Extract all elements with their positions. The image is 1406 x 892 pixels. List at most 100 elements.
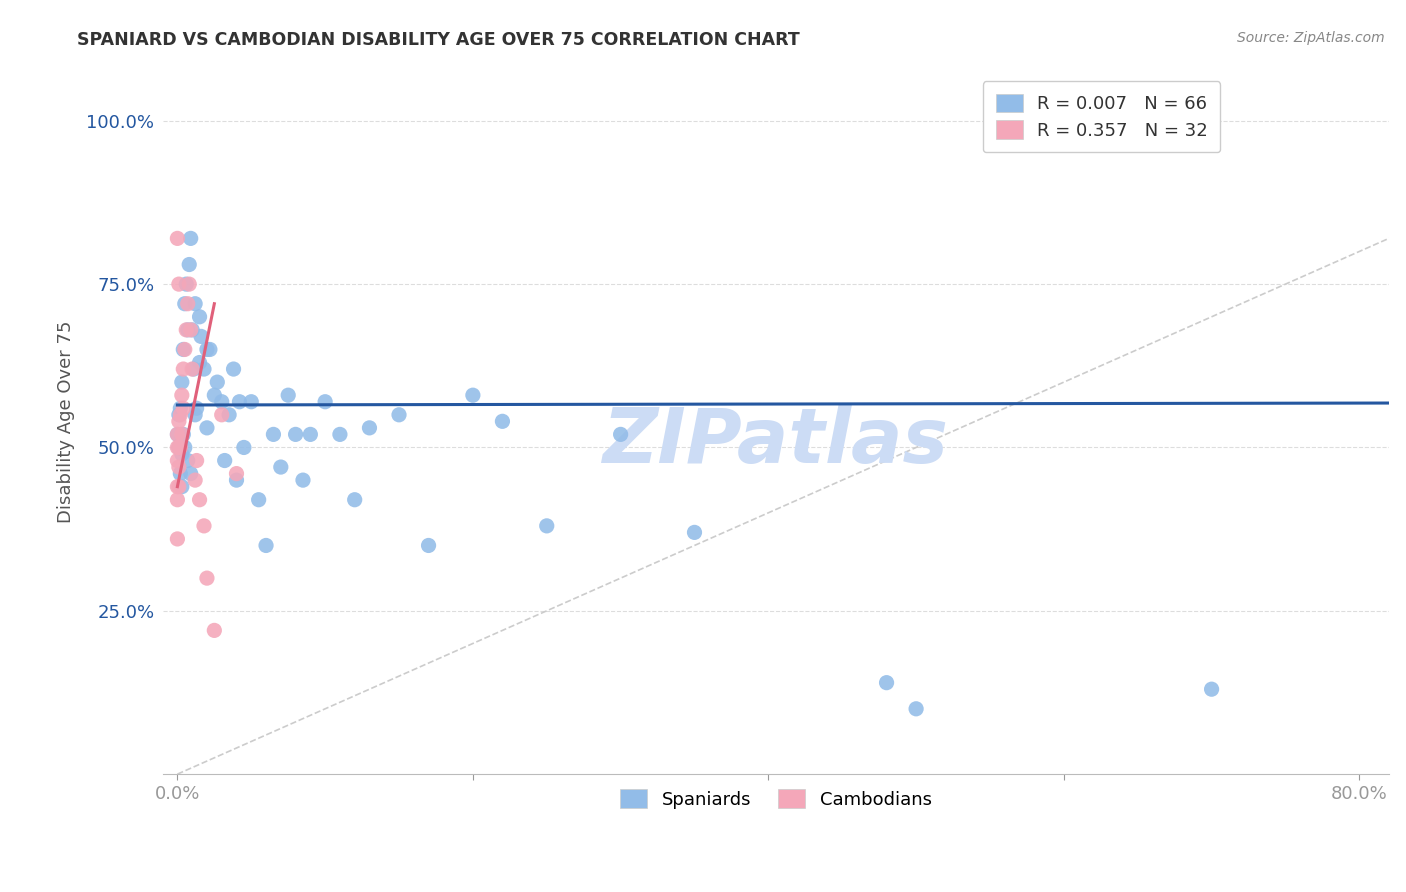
- Point: [166, 492, 188, 507]
- Point: [170, 427, 193, 442]
- Point: [491, 414, 513, 428]
- Point: [169, 408, 191, 422]
- Point: [166, 441, 188, 455]
- Point: [359, 421, 381, 435]
- Point: [174, 277, 197, 292]
- Point: [169, 401, 191, 416]
- Point: [167, 408, 190, 422]
- Point: [314, 394, 336, 409]
- Point: [166, 480, 188, 494]
- Point: [179, 277, 201, 292]
- Point: [181, 362, 204, 376]
- Point: [193, 362, 215, 376]
- Point: [166, 532, 188, 546]
- Point: [170, 375, 193, 389]
- Point: [609, 427, 631, 442]
- Point: [186, 401, 208, 416]
- Point: [177, 323, 200, 337]
- Text: ZIPatlas: ZIPatlas: [603, 406, 949, 480]
- Point: [195, 571, 218, 585]
- Point: [1090, 130, 1112, 145]
- Point: [683, 525, 706, 540]
- Point: [388, 408, 411, 422]
- Point: [188, 492, 211, 507]
- Point: [170, 388, 193, 402]
- Point: [1038, 130, 1060, 145]
- Point: [270, 460, 292, 475]
- Point: [172, 427, 194, 442]
- Point: [169, 467, 191, 481]
- Point: [167, 480, 190, 494]
- Point: [179, 258, 201, 272]
- Point: [329, 427, 352, 442]
- Point: [173, 343, 195, 357]
- Point: [284, 427, 307, 442]
- Point: [905, 702, 928, 716]
- Point: [167, 414, 190, 428]
- Point: [173, 441, 195, 455]
- Point: [166, 427, 188, 442]
- Point: [232, 441, 254, 455]
- Point: [166, 427, 188, 442]
- Point: [167, 441, 190, 455]
- Point: [222, 362, 245, 376]
- Point: [299, 427, 322, 442]
- Point: [180, 231, 202, 245]
- Point: [184, 473, 207, 487]
- Point: [186, 453, 208, 467]
- Point: [181, 323, 204, 337]
- Point: [418, 539, 440, 553]
- Point: [343, 492, 366, 507]
- Point: [167, 460, 190, 475]
- Point: [177, 296, 200, 310]
- Point: [461, 388, 484, 402]
- Point: [218, 408, 240, 422]
- Y-axis label: Disability Age Over 75: Disability Age Over 75: [58, 320, 75, 523]
- Point: [180, 467, 202, 481]
- Point: [211, 408, 233, 422]
- Point: [173, 296, 195, 310]
- Point: [193, 519, 215, 533]
- Point: [195, 343, 218, 357]
- Point: [225, 473, 247, 487]
- Point: [174, 323, 197, 337]
- Point: [876, 675, 898, 690]
- Point: [214, 453, 236, 467]
- Point: [170, 447, 193, 461]
- Point: [172, 362, 194, 376]
- Point: [184, 296, 207, 310]
- Point: [254, 539, 277, 553]
- Point: [207, 375, 229, 389]
- Point: [166, 453, 188, 467]
- Point: [190, 329, 212, 343]
- Point: [167, 441, 190, 455]
- Point: [228, 394, 250, 409]
- Point: [166, 231, 188, 245]
- Point: [195, 421, 218, 435]
- Point: [170, 480, 193, 494]
- Point: [225, 467, 247, 481]
- Point: [177, 453, 200, 467]
- Point: [536, 519, 558, 533]
- Point: [291, 473, 314, 487]
- Point: [202, 388, 225, 402]
- Point: [211, 394, 233, 409]
- Point: [172, 343, 194, 357]
- Point: [167, 277, 190, 292]
- Point: [172, 401, 194, 416]
- Point: [169, 441, 191, 455]
- Point: [262, 427, 284, 442]
- Point: [247, 492, 270, 507]
- Point: [1133, 130, 1156, 145]
- Point: [184, 408, 207, 422]
- Text: SPANIARD VS CAMBODIAN DISABILITY AGE OVER 75 CORRELATION CHART: SPANIARD VS CAMBODIAN DISABILITY AGE OVE…: [77, 31, 800, 49]
- Point: [198, 343, 221, 357]
- Point: [188, 310, 211, 324]
- Point: [1201, 682, 1223, 697]
- Point: [202, 624, 225, 638]
- Point: [169, 441, 191, 455]
- Legend: Spaniards, Cambodians: Spaniards, Cambodians: [613, 782, 939, 816]
- Point: [188, 355, 211, 369]
- Point: [240, 394, 263, 409]
- Point: [277, 388, 299, 402]
